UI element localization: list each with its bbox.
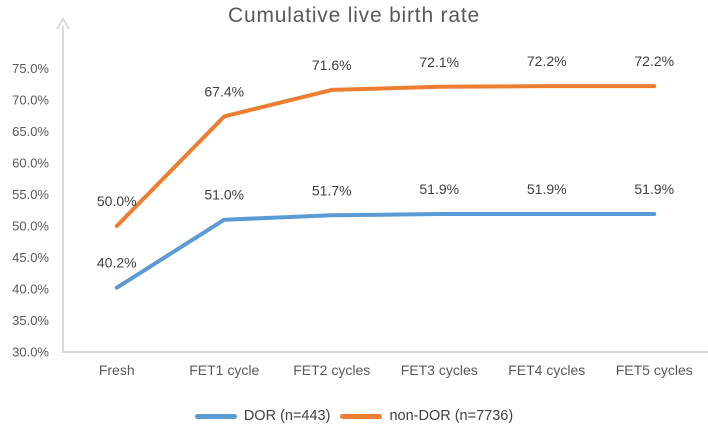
series-line-non-dor <box>114 84 657 228</box>
legend: DOR (n=443) non-DOR (n=7736) <box>0 408 708 424</box>
legend-item-non-dor: non-DOR (n=7736) <box>340 408 513 424</box>
data-label: 51.0% <box>204 187 244 203</box>
legend-item-dor: DOR (n=443) <box>194 408 331 424</box>
x-category-label: FET5 cycles <box>616 362 693 378</box>
x-category-label: FET3 cycles <box>401 362 478 378</box>
x-category-label: FET1 cycle <box>189 362 259 378</box>
y-tick-label: 45.0% <box>12 250 49 265</box>
y-tick-label: 70.0% <box>12 93 49 108</box>
y-axis-arrow-up-icon <box>56 17 70 30</box>
data-label: 40.2% <box>97 255 137 271</box>
y-tick-label: 40.0% <box>12 282 49 297</box>
y-tick-label: 65.0% <box>12 124 49 139</box>
chart-title: Cumulative live birth rate <box>228 4 480 27</box>
data-label: 72.2% <box>634 53 674 69</box>
series-line-dor <box>114 212 657 290</box>
legend-swatch-dor <box>194 413 237 419</box>
x-category-label: FET2 cycles <box>293 362 370 378</box>
data-label: 72.2% <box>527 53 567 69</box>
data-label: 67.4% <box>204 83 244 99</box>
y-tick-label: 50.0% <box>12 219 49 234</box>
data-label: 71.6% <box>312 57 352 73</box>
y-tick-label: 35.0% <box>12 313 49 328</box>
legend-label-dor: DOR (n=443) <box>243 408 331 424</box>
data-label: 72.1% <box>419 54 459 70</box>
x-category-label: Fresh <box>99 362 135 378</box>
data-label: 51.9% <box>634 181 674 197</box>
data-label: 50.0% <box>97 193 137 209</box>
legend-label-non-dor: non-DOR (n=7736) <box>389 408 514 424</box>
y-tick-label: 30.0% <box>12 345 49 360</box>
x-category-label: FET4 cycles <box>508 362 585 378</box>
y-tick-label: 60.0% <box>12 156 49 171</box>
y-tick-label: 75.0% <box>12 61 49 76</box>
data-label: 51.9% <box>527 181 567 197</box>
y-tick-label: 55.0% <box>12 187 49 202</box>
legend-swatch-non-dor <box>340 413 383 419</box>
data-label: 51.9% <box>419 181 459 197</box>
data-label: 51.7% <box>312 182 352 198</box>
